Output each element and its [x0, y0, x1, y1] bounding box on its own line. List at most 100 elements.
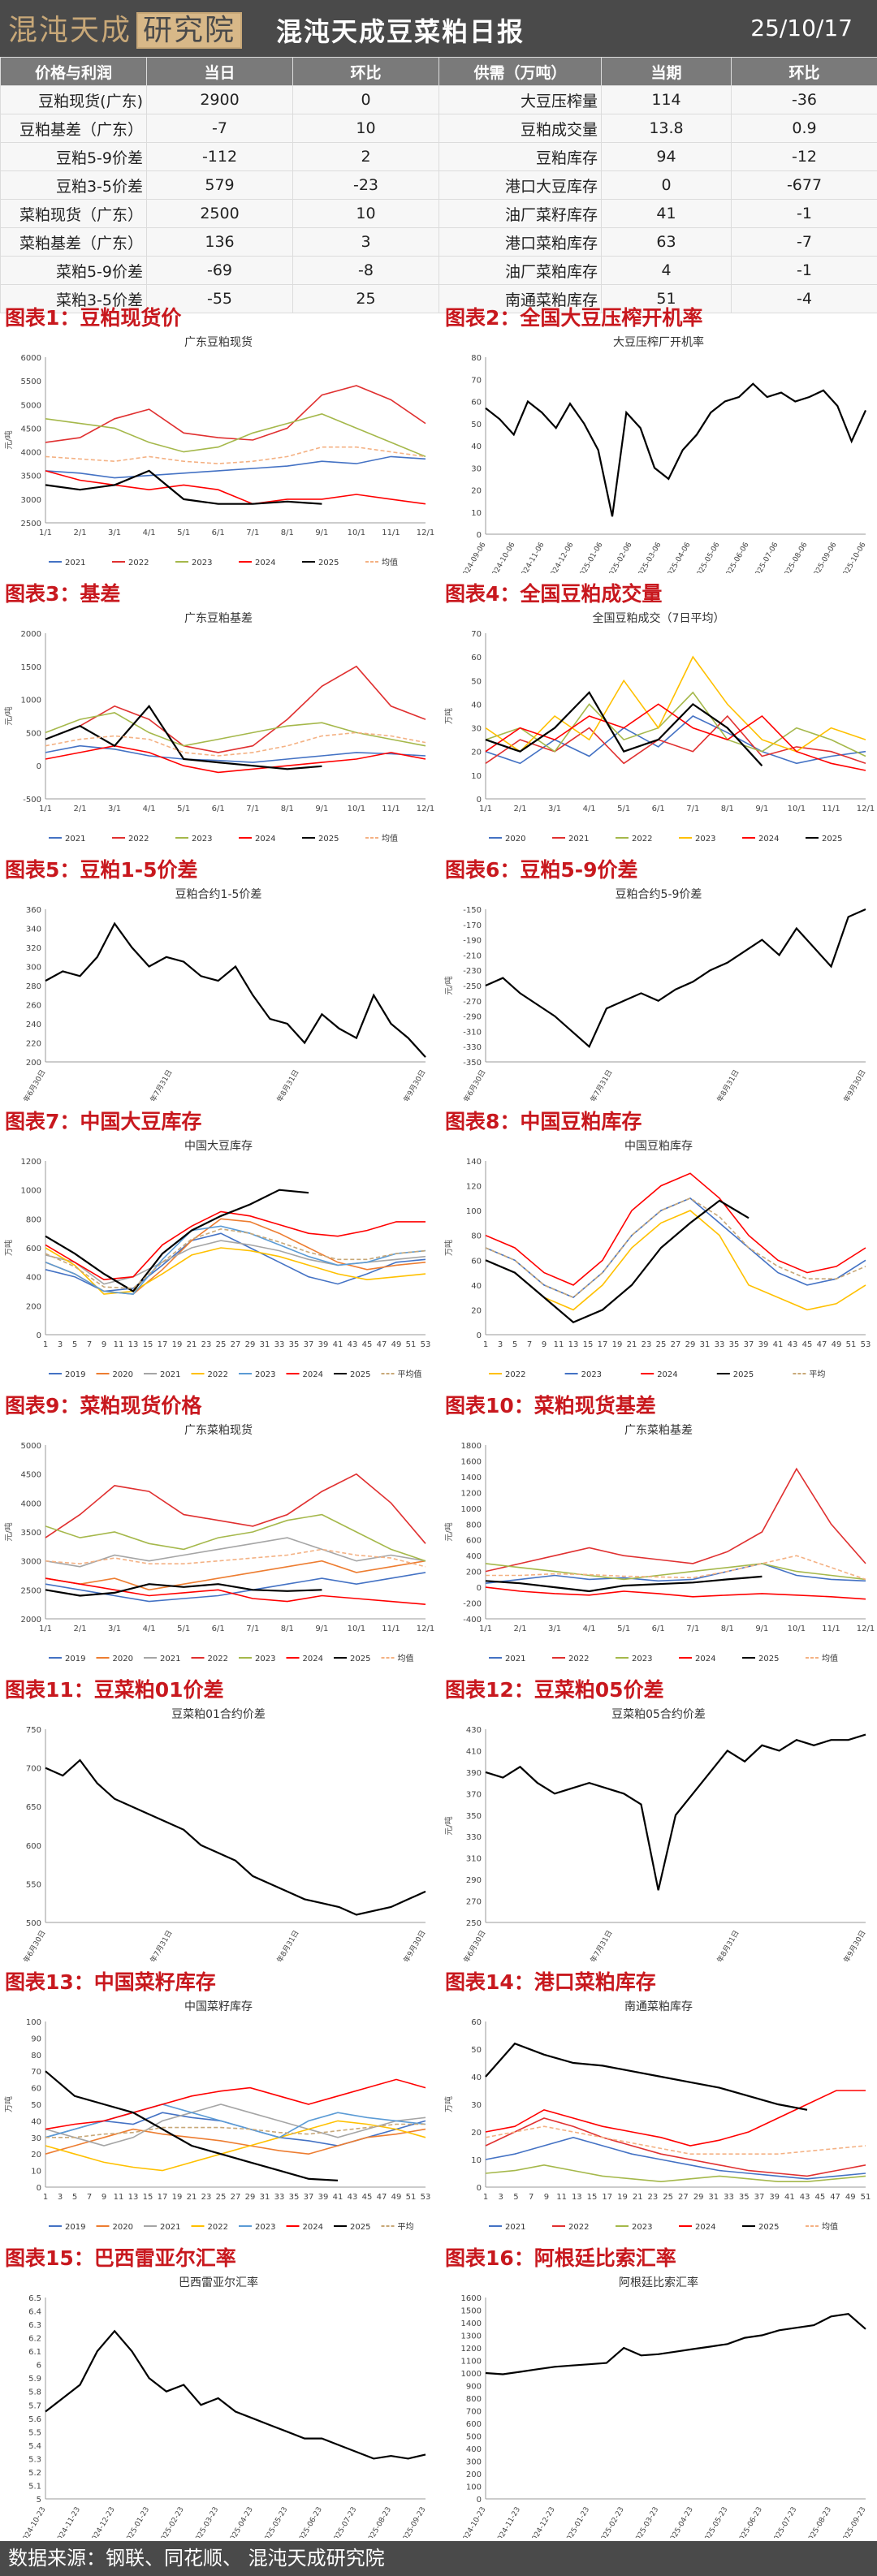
y-tick-label: 30 [471, 464, 482, 473]
y-tick-label: 2000 [21, 630, 41, 639]
x-tick-label: 2/1 [513, 1625, 526, 1633]
x-tick-label: 5/1 [177, 1625, 190, 1633]
y-tick-label: 0 [477, 1584, 482, 1593]
x-tick-label: 43 [788, 1340, 798, 1349]
x-tick-label: 1/1 [479, 1625, 492, 1633]
x-tick-label: 6/1 [652, 1625, 665, 1633]
chart-label: 图表11：豆菜粕01价差 [5, 1678, 224, 1702]
x-tick-label: 21 [187, 1340, 197, 1349]
chart-title: 豆粕合约5-9价差 [616, 888, 702, 901]
table-cell: 2 [292, 142, 439, 171]
x-tick-label: 4/1 [143, 1625, 156, 1633]
chart-label: 图表6：豆粕5-9价差 [445, 858, 638, 882]
y-tick-label: 40 [471, 442, 482, 451]
y-axis-label: 元/吨 [443, 1816, 454, 1835]
chart-svg: 全国豆粕成交（7日平均） 万吨 0 10 20 30 40 50 60 70 1/1 2/1 3/1 4/… [443, 611, 875, 844]
series-line [45, 1758, 426, 1916]
y-tick-label: 4000 [21, 1499, 41, 1508]
x-tick-label: 11/1 [382, 805, 400, 813]
table-cell: 豆粕基差（广东） [0, 114, 147, 143]
legend-entry: 2023 [255, 1370, 275, 1379]
x-tick-label: 43 [348, 2193, 358, 2202]
x-tick-label: 51 [406, 1340, 417, 1349]
y-tick-label: 0 [477, 2496, 482, 2505]
y-tick-label: 330 [466, 1833, 482, 1842]
chart-title: 巴西雷亚尔汇率 [179, 2276, 258, 2289]
y-tick-label: 3500 [21, 1529, 41, 1538]
legend-entry: 2025 [318, 559, 339, 567]
x-tick-label: 2024-10-06 [489, 541, 517, 573]
y-tick-label: 300 [26, 964, 41, 973]
series-line [485, 1197, 866, 1299]
y-tick-label: 390 [466, 1769, 482, 1778]
y-axis-label: 元/吨 [443, 976, 454, 995]
x-tick-label: 2025年9月30日 [832, 1068, 868, 1102]
x-tick-label: 11/1 [382, 1625, 400, 1633]
x-tick-label: 7 [87, 2193, 92, 2202]
table-cell: 114 [601, 85, 732, 114]
y-tick-label: 70 [31, 2068, 41, 2077]
x-tick-label: 15 [143, 1340, 153, 1349]
logo: 混沌天成 研究院 [8, 6, 243, 49]
series-line [45, 704, 322, 770]
x-tick-label: 5 [512, 1340, 517, 1349]
series-line [45, 2120, 426, 2172]
y-tick-label: 1000 [21, 697, 41, 705]
legend-entry: 2021 [505, 1655, 525, 1663]
y-tick-label: 370 [466, 1790, 482, 1799]
series-line [45, 2078, 426, 2130]
x-tick-label: 5/1 [617, 1625, 630, 1633]
y-tick-label: 20 [31, 2151, 41, 2160]
legend-entry: 2025 [733, 1370, 754, 1379]
y-tick-label: 260 [26, 1002, 41, 1011]
y-axis-label: 元/吨 [3, 430, 14, 449]
x-tick-label: 9/1 [315, 805, 328, 813]
legend-entry: 平均值 [398, 1369, 422, 1379]
x-tick-label: 2025-09-06 [810, 541, 839, 573]
y-tick-label: 600 [466, 1537, 482, 1546]
y-tick-label: 4500 [21, 1471, 41, 1480]
chart-label: 图表14：港口菜粕库存 [445, 1970, 656, 1994]
series-line [45, 1537, 426, 1568]
x-tick-label: 3 [58, 2193, 63, 2202]
x-tick-label: 2025年6月30日 [12, 1068, 48, 1102]
y-tick-label: 1800 [461, 1442, 482, 1451]
legend-entry: 2023 [255, 1655, 275, 1663]
x-tick-label: 21 [627, 1340, 637, 1349]
x-tick-label: 21 [633, 2193, 643, 2202]
y-tick-label: 60 [471, 2018, 482, 2027]
x-tick-label: 1 [43, 2193, 48, 2202]
series-line [485, 703, 866, 771]
y-tick-label: 700 [466, 2408, 482, 2417]
table-cell: 13.8 [601, 114, 732, 143]
y-tick-label: 30 [31, 2134, 41, 2143]
series-line [485, 1210, 866, 1311]
x-tick-label: 6/1 [212, 805, 225, 813]
legend-entry: 2025 [822, 835, 842, 844]
x-tick-label: 2024-12-23 [89, 2506, 117, 2539]
series-line [45, 1583, 322, 1597]
table-cell: 港口菜粕库存 [438, 227, 602, 257]
legend-entry: 2022 [568, 2223, 589, 2232]
chart-label: 图表12：豆菜粕05价差 [445, 1678, 664, 1702]
x-tick-label: 25 [656, 1340, 667, 1349]
chart-title: 豆粕合约1-5价差 [175, 888, 262, 901]
table-cell: 菜粕基差（广东） [0, 227, 147, 257]
series-line [45, 2123, 426, 2138]
y-tick-label: 4500 [21, 425, 41, 434]
table-row: 菜粕5-9价差 -69 -8 油厂菜粕库存 4 -1 [0, 256, 877, 285]
y-tick-label: 40 [31, 2117, 41, 2126]
y-tick-label: 70 [471, 376, 482, 385]
table-cell: -7 [731, 227, 877, 257]
y-axis-label: 万吨 [3, 1240, 14, 1256]
y-tick-label: 600 [466, 2420, 482, 2429]
chart: 中国大豆库存 万吨 0 200 400 600 800 1000 1200 1 3 5 7 9 11 13 15… [0, 1133, 437, 1388]
data-source-footer: 数据来源：钢联、同花顺、 混沌天成研究院 [0, 2541, 877, 2576]
x-tick-label: 25 [663, 2193, 673, 2202]
x-tick-label: 31 [260, 2193, 270, 2202]
y-tick-label: -150 [463, 906, 482, 915]
chart: 豆粕合约1-5价差 200 220 240 260 280 300 320 340 360 2025… [0, 882, 437, 1120]
y-tick-label: 270 [466, 1898, 482, 1907]
